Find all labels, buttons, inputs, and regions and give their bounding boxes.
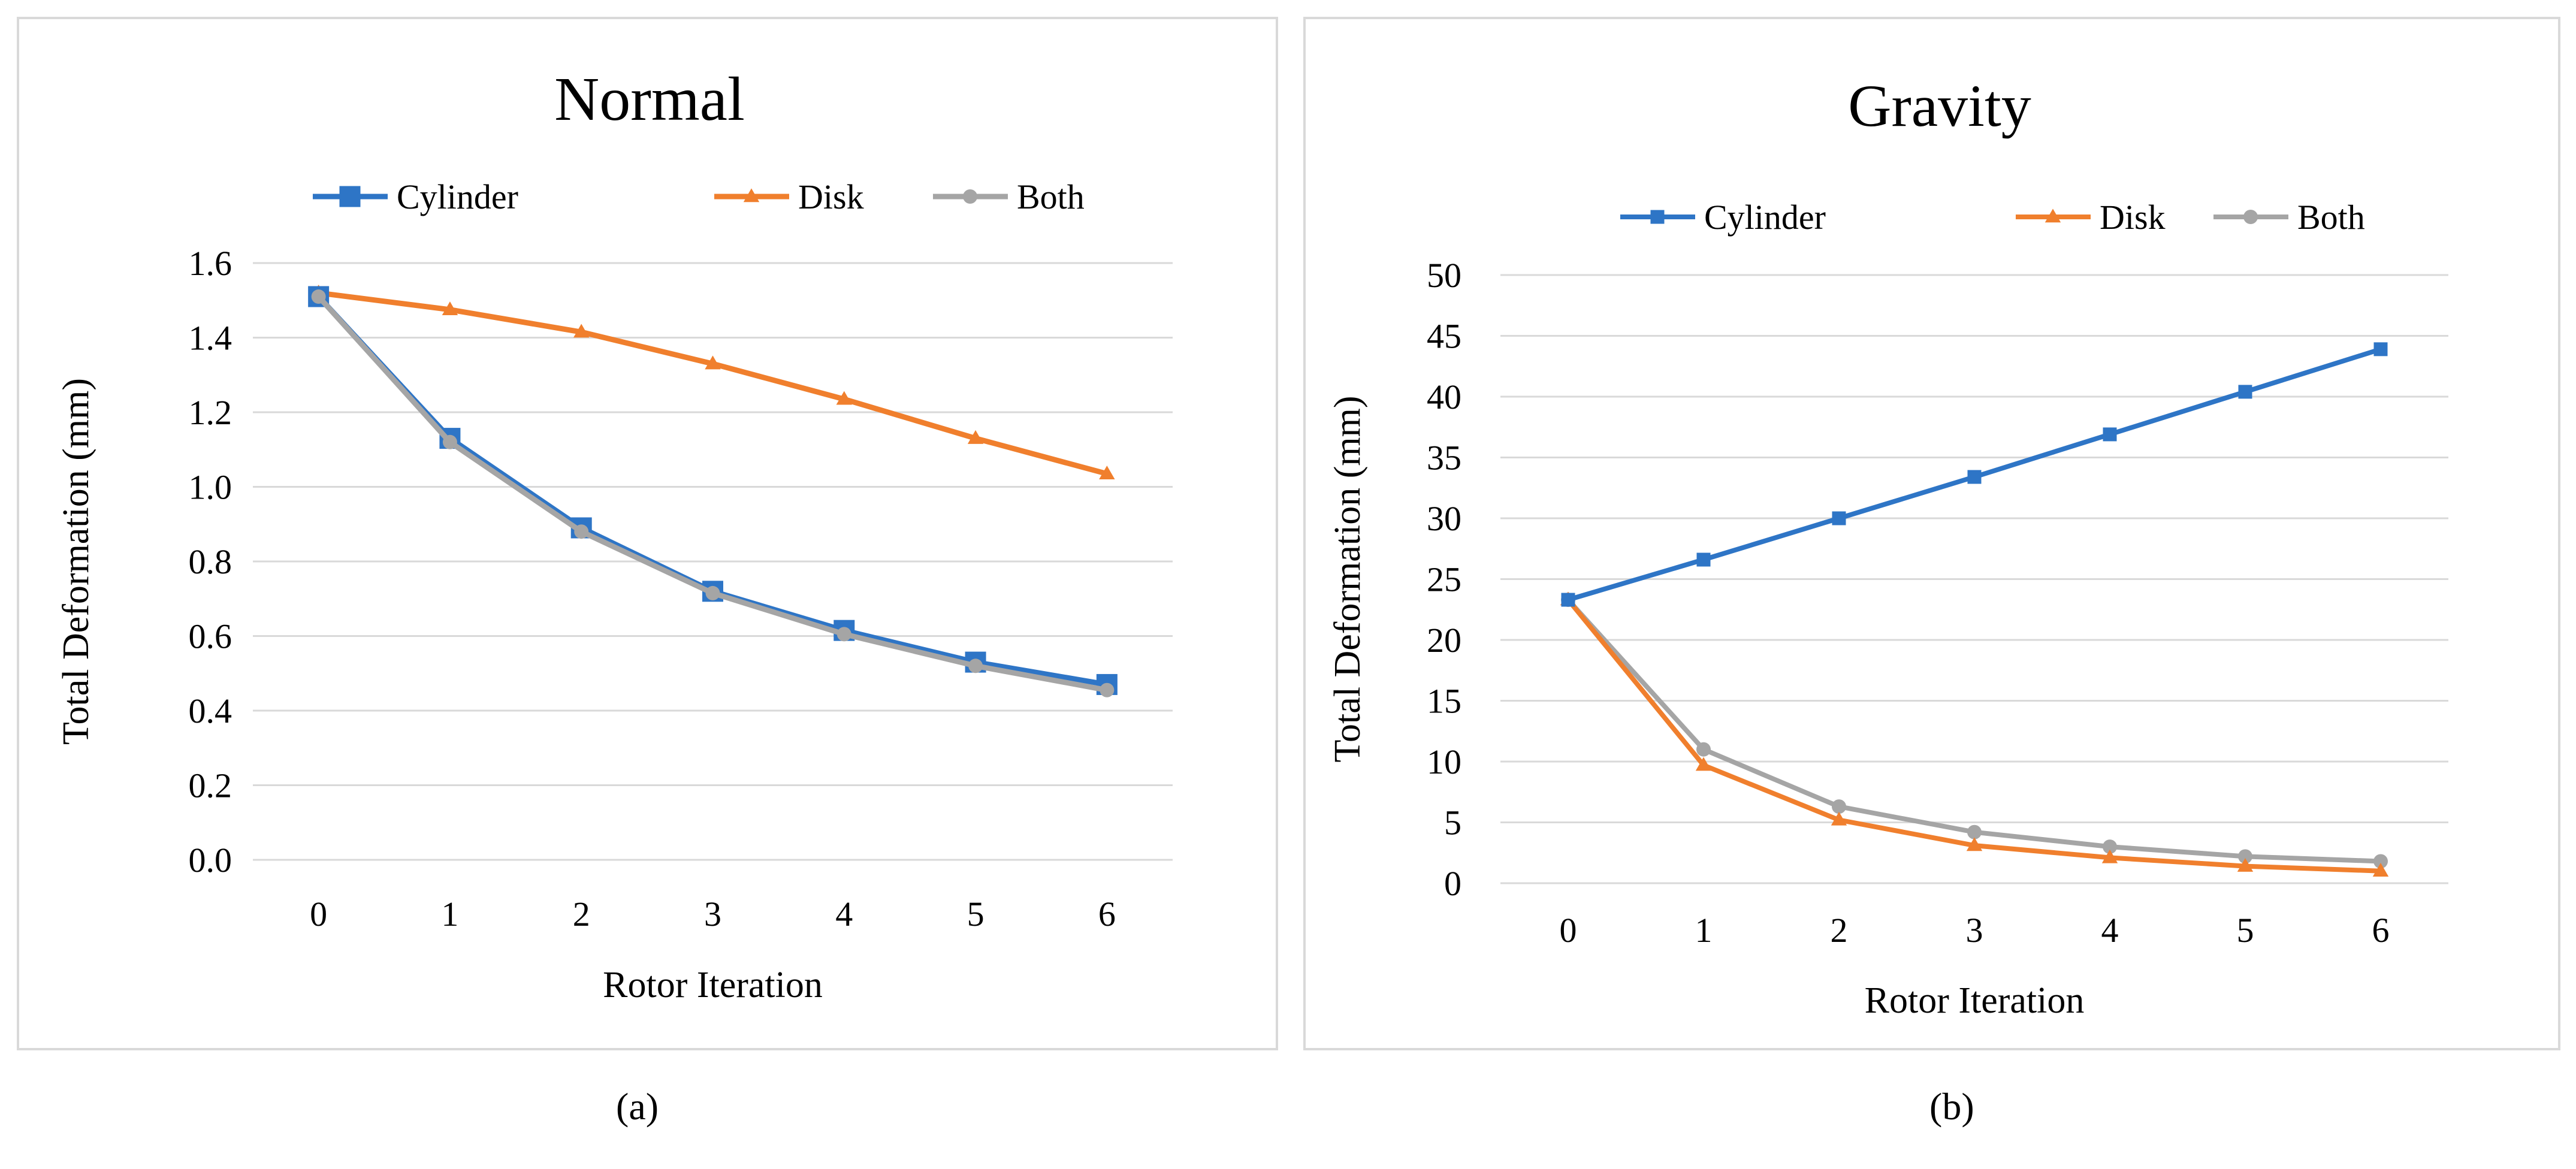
normal-legend-cylinder-label: Cylinder: [397, 177, 518, 216]
gravity-y-tick-label: 30: [1427, 499, 1461, 538]
normal-y-tick-label: 0.8: [189, 542, 232, 581]
chart-panel-normal: Normal 0.0 0.2 0.4 0.6 0.8 1.0 1.2 1.4 1.6 0 1 2 3 4 5 6…: [17, 17, 1278, 1050]
normal-y-tick-label: 0.6: [189, 617, 232, 656]
gravity-series-both-point: [2103, 839, 2117, 854]
gravity-x-tick-label: 2: [1831, 911, 1848, 950]
gravity-legend-disk-label: Disk: [2100, 198, 2166, 237]
normal-legend-disk-label: Disk: [798, 177, 864, 216]
gravity-series-both-point: [2373, 854, 2388, 869]
normal-legend-disk-swatch-marker: [743, 188, 760, 203]
normal-x-axis-label: Rotor Iteration: [603, 965, 823, 1005]
normal-y-tick-label: 0.4: [189, 691, 232, 730]
gravity-series-disk-point: [1831, 811, 1847, 826]
normal-x-tick-label: 1: [441, 895, 458, 934]
gravity-y-tick-label: 15: [1427, 682, 1461, 721]
normal-title: Normal: [554, 65, 745, 134]
gravity-series-cylinder-point: [1967, 470, 1982, 484]
normal-x-tick-label: 6: [1098, 895, 1116, 934]
normal-legend-both-swatch-marker: [963, 189, 977, 204]
normal-series-both-point: [836, 627, 851, 642]
gravity-x-axis-label: Rotor Iteration: [1865, 980, 2085, 1021]
gravity-y-tick-label: 10: [1427, 742, 1461, 781]
normal-x-tick-label: 0: [310, 895, 327, 934]
normal-series-disk-point: [573, 324, 590, 338]
normal-series-both-point: [968, 658, 983, 673]
gravity-legend-both-swatch-marker: [2243, 210, 2258, 224]
normal-series-both-point: [311, 289, 326, 304]
gravity-y-axis-label: Total Deformation (mm): [1327, 395, 1368, 762]
gravity-series-cylinder-point: [2373, 342, 2388, 357]
gravity-x-tick-label: 3: [1966, 911, 1983, 950]
gravity-y-tick-label: 20: [1427, 621, 1461, 660]
normal-series-disk-point: [967, 430, 984, 444]
gravity-y-tick-label: 5: [1444, 804, 1461, 842]
gravity-series-cylinder-point: [1696, 552, 1711, 567]
normal-series-both-point: [442, 434, 457, 449]
gravity-series-disk-point: [2237, 857, 2254, 872]
gravity-series-cylinder-point: [2238, 385, 2252, 399]
gravity-series-disk-point: [2372, 863, 2389, 877]
gravity-y-tick-label: 35: [1427, 439, 1461, 478]
normal-series-cylinder-line: [316, 294, 1108, 687]
caption-a: (a): [616, 1085, 659, 1128]
gravity-legend-both-label: Both: [2297, 198, 2365, 237]
gravity-legend-cylinder-label: Cylinder: [1704, 198, 1826, 237]
chart-normal: Normal 0.0 0.2 0.4 0.6 0.8 1.0 1.2 1.4 1.6 0 1 2 3 4 5 6…: [56, 65, 1173, 1005]
normal-x-tick-label: 2: [573, 895, 590, 934]
gravity-series-both-point: [1832, 799, 1846, 814]
normal-y-tick-label: 1.0: [189, 468, 232, 507]
chart-panel-gravity: Gravity 0 5 10 15 20 25 30 35 40 45 50 0 1 2 3 4 5 6 Rotor …: [1303, 17, 2560, 1050]
normal-legend-both-label: Both: [1017, 177, 1085, 216]
gravity-series-disk-point: [1695, 757, 1712, 771]
normal-y-axis-label: Total Deformation (mm): [56, 378, 96, 745]
gravity-x-tick-label: 6: [2372, 911, 2390, 950]
gravity-x-tick-label: 1: [1695, 911, 1713, 950]
caption-b: (b): [1929, 1085, 1974, 1128]
normal-x-tick-label: 5: [967, 895, 985, 934]
gravity-legend-cylinder-swatch-marker: [1650, 210, 1665, 224]
normal-series-disk-line: [318, 290, 1108, 477]
gravity-series-disk-point: [2101, 849, 2118, 863]
normal-y-tick-label: 1.6: [189, 244, 232, 283]
gravity-series-both-point: [1696, 742, 1711, 757]
gravity-series-cylinder-point: [2103, 427, 2117, 442]
gravity-y-tick-label: 25: [1427, 560, 1461, 599]
gravity-x-tick-label: 0: [1560, 911, 1577, 950]
normal-series-disk-point: [442, 301, 458, 316]
gravity-x-tick-label: 4: [2101, 911, 2119, 950]
normal-series-disk-point: [1099, 466, 1115, 479]
normal-y-tick-label: 0.2: [189, 766, 232, 805]
normal-y-tick-label: 1.2: [189, 393, 232, 432]
gravity-y-tick-label: 40: [1427, 377, 1461, 416]
normal-series-disk-point: [836, 391, 852, 405]
gravity-series-both-point: [2238, 849, 2252, 864]
normal-legend-cylinder-swatch-marker: [339, 186, 361, 207]
gravity-series-cylinder-point: [1832, 511, 1846, 525]
normal-y-tick-label: 0.0: [189, 841, 232, 880]
normal-series-disk-point: [705, 355, 721, 370]
gravity-y-tick-label: 50: [1427, 256, 1461, 295]
normal-x-tick-label: 4: [835, 895, 853, 934]
gravity-legend-disk-swatch-marker: [2045, 209, 2061, 223]
normal-series-both-point: [705, 585, 720, 600]
gravity-y-tick-label: 0: [1444, 864, 1461, 903]
gravity-x-tick-label: 5: [2237, 911, 2254, 950]
gravity-series-disk-point: [1966, 837, 1983, 851]
gravity-y-tick-label: 45: [1427, 317, 1461, 356]
normal-x-tick-label: 3: [704, 895, 721, 934]
normal-series-both-point: [1100, 682, 1115, 697]
normal-y-tick-label: 1.4: [189, 319, 232, 358]
gravity-series-both-point: [1967, 824, 1982, 839]
gravity-series-cylinder-point: [1561, 593, 1575, 607]
gravity-title: Gravity: [1848, 73, 2031, 139]
normal-series-both-point: [574, 524, 589, 539]
